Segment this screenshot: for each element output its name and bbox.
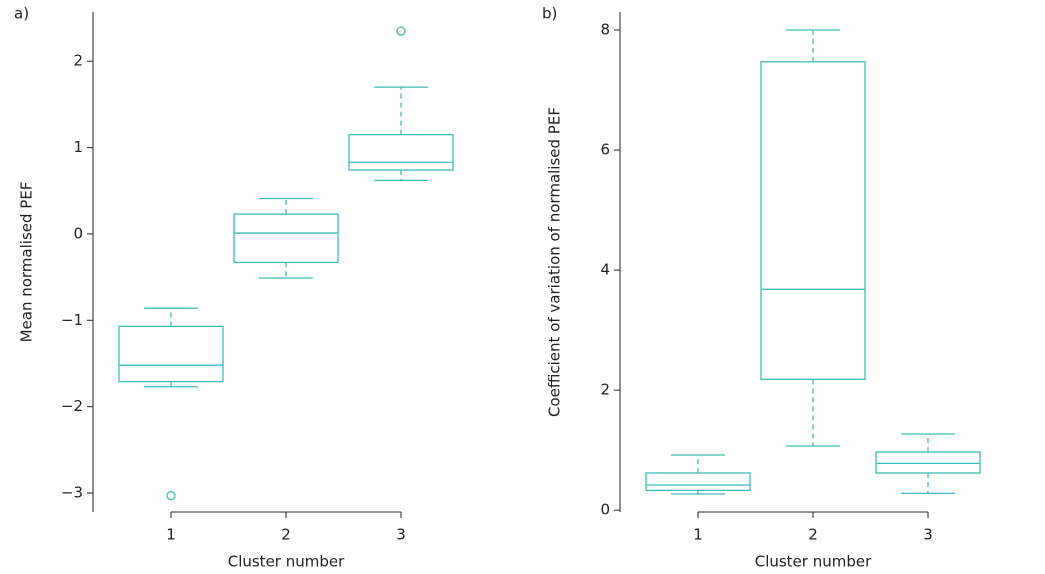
box — [875, 451, 981, 474]
y-tick-label: −1 — [61, 311, 83, 329]
y-axis-label: Mean normalised PEF — [18, 182, 36, 343]
panel-label: a) — [14, 5, 29, 23]
x-tick-label: 3 — [396, 526, 406, 544]
y-tick-label: 2 — [73, 52, 83, 70]
x-tick-label: 2 — [808, 526, 818, 544]
box — [760, 61, 866, 380]
box — [118, 325, 224, 383]
y-tick-label: −2 — [61, 397, 83, 415]
y-tick-label: 1 — [73, 138, 83, 156]
outlier — [166, 490, 176, 501]
x-tick-label: 3 — [923, 526, 933, 544]
y-axis-label: Coefficient of variation of normalised P… — [546, 107, 564, 417]
x-tick-label: 1 — [166, 526, 176, 544]
box — [645, 472, 751, 492]
outlier — [396, 26, 406, 36]
y-tick-label: −3 — [61, 484, 83, 502]
x-axis-label: Cluster number — [228, 553, 345, 571]
x-axis-label: Cluster number — [755, 553, 872, 571]
y-tick-label: 4 — [600, 261, 610, 279]
box — [348, 133, 454, 171]
y-tick-label: 0 — [600, 501, 610, 519]
y-tick-label: 6 — [600, 141, 610, 159]
x-tick-label: 1 — [693, 526, 703, 544]
x-tick-label: 2 — [281, 526, 291, 544]
panel-label: b) — [542, 5, 557, 23]
y-tick-label: 0 — [73, 224, 83, 242]
y-tick-label: 8 — [600, 21, 610, 39]
box — [233, 213, 339, 264]
y-tick-label: 2 — [600, 381, 610, 399]
